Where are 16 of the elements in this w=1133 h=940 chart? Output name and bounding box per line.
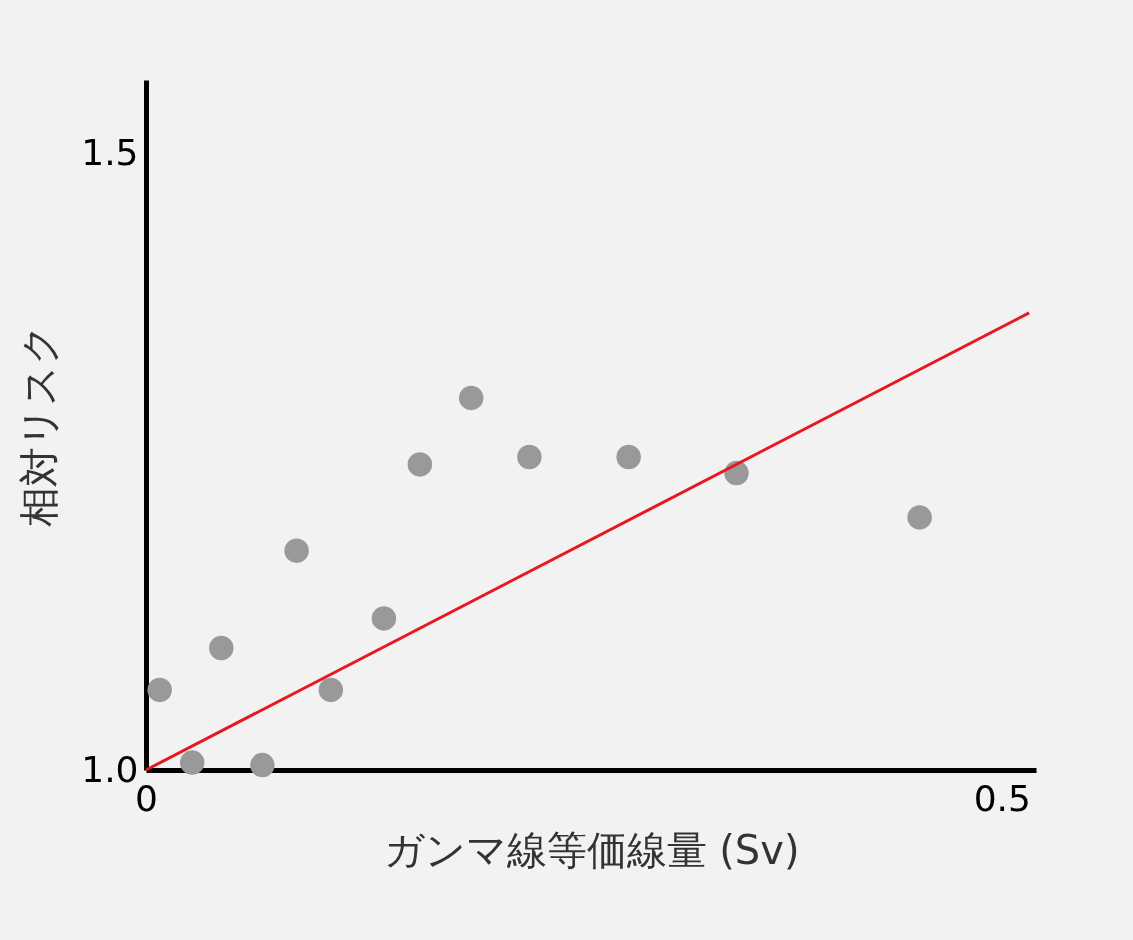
y-tick-label: 1.5: [81, 132, 139, 174]
point: [318, 677, 344, 703]
x-tick-label: 0.5: [973, 777, 1031, 819]
point: [284, 538, 309, 563]
point: [517, 444, 542, 470]
y-axis-title: 相対リスク: [16, 324, 63, 527]
point: [907, 505, 932, 530]
point: [179, 750, 205, 775]
point: [371, 606, 397, 631]
point: [147, 677, 172, 703]
point: [209, 635, 234, 661]
point: [407, 452, 433, 477]
point: [250, 752, 275, 778]
point: [616, 444, 641, 470]
x-axis-title: ガンマ線等価線量 (Sv): [383, 826, 800, 873]
point: [458, 385, 484, 411]
